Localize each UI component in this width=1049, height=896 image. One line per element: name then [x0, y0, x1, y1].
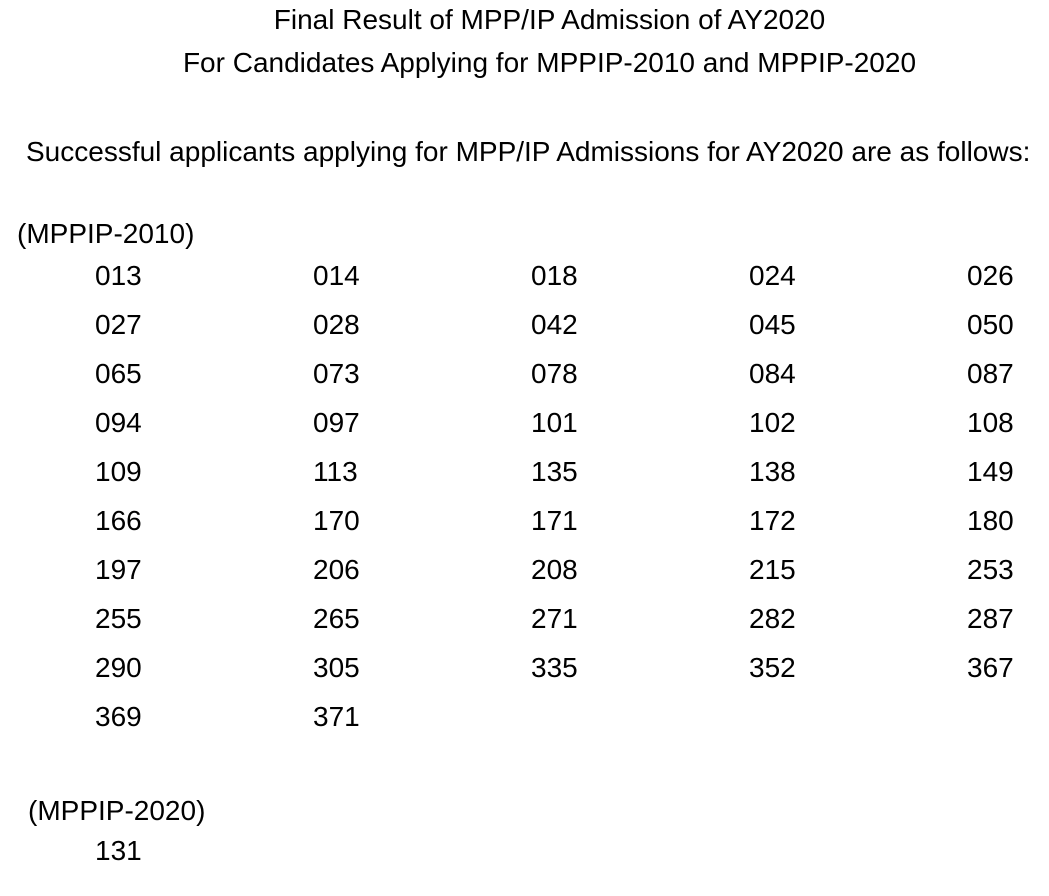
applicant-number: 102 — [749, 407, 796, 438]
applicant-number: 042 — [531, 309, 578, 340]
applicant-number: 282 — [749, 603, 796, 634]
applicant-number: 065 — [95, 358, 142, 389]
applicant-number: 084 — [749, 358, 796, 389]
applicant-number: 171 — [531, 505, 578, 536]
applicant-number: 367 — [967, 652, 1014, 683]
applicant-number: 180 — [967, 505, 1014, 536]
applicant-number-grid-2020: 131 — [95, 837, 1049, 886]
applicant-number: 094 — [95, 407, 142, 438]
applicant-number: 045 — [749, 309, 796, 340]
applicant-number: 014 — [313, 260, 360, 291]
applicant-number: 170 — [313, 505, 360, 536]
document-title-line2: For Candidates Applying for MPPIP-2010 a… — [182, 47, 917, 78]
applicant-number: 369 — [95, 701, 142, 732]
section-header-mppip-2010: (MPPIP-2010) — [17, 218, 195, 249]
applicant-number: 271 — [531, 603, 578, 634]
applicant-number: 371 — [313, 701, 360, 732]
applicant-number: 108 — [967, 407, 1014, 438]
applicant-number: 335 — [531, 652, 578, 683]
applicant-number: 028 — [313, 309, 360, 340]
applicant-number: 018 — [531, 260, 578, 291]
intro-text: Successful applicants applying for MPP/I… — [26, 136, 1031, 167]
applicant-number: 078 — [531, 358, 578, 389]
applicant-number: 097 — [313, 407, 360, 438]
applicant-number: 013 — [95, 260, 142, 291]
applicant-number: 131 — [95, 835, 142, 866]
applicant-number: 027 — [95, 309, 142, 340]
applicant-number: 109 — [95, 456, 142, 487]
applicant-number: 253 — [967, 554, 1014, 585]
applicant-number: 265 — [313, 603, 360, 634]
applicant-number: 138 — [749, 456, 796, 487]
applicant-number: 352 — [749, 652, 796, 683]
applicant-number: 101 — [531, 407, 578, 438]
applicant-number: 287 — [967, 603, 1014, 634]
applicant-number: 197 — [95, 554, 142, 585]
applicant-number: 208 — [531, 554, 578, 585]
applicant-number: 087 — [967, 358, 1014, 389]
applicant-number: 026 — [967, 260, 1014, 291]
applicant-number: 255 — [95, 603, 142, 634]
applicant-number: 206 — [313, 554, 360, 585]
applicant-number: 215 — [749, 554, 796, 585]
applicant-number: 166 — [95, 505, 142, 536]
applicant-number: 290 — [95, 652, 142, 683]
applicant-number: 050 — [967, 309, 1014, 340]
applicant-number-grid-2010: 013 014 018 024 026 027 028 042 045 050 … — [95, 262, 1049, 752]
applicant-number: 073 — [313, 358, 360, 389]
applicant-number: 305 — [313, 652, 360, 683]
section-header-mppip-2020: (MPPIP-2020) — [28, 795, 206, 826]
applicant-number: 149 — [967, 456, 1014, 487]
applicant-number: 172 — [749, 505, 796, 536]
applicant-number: 113 — [313, 456, 358, 487]
document-title-line1: Final Result of MPP/IP Admission of AY20… — [273, 4, 826, 35]
applicant-number: 135 — [531, 456, 578, 487]
applicant-number: 024 — [749, 260, 796, 291]
